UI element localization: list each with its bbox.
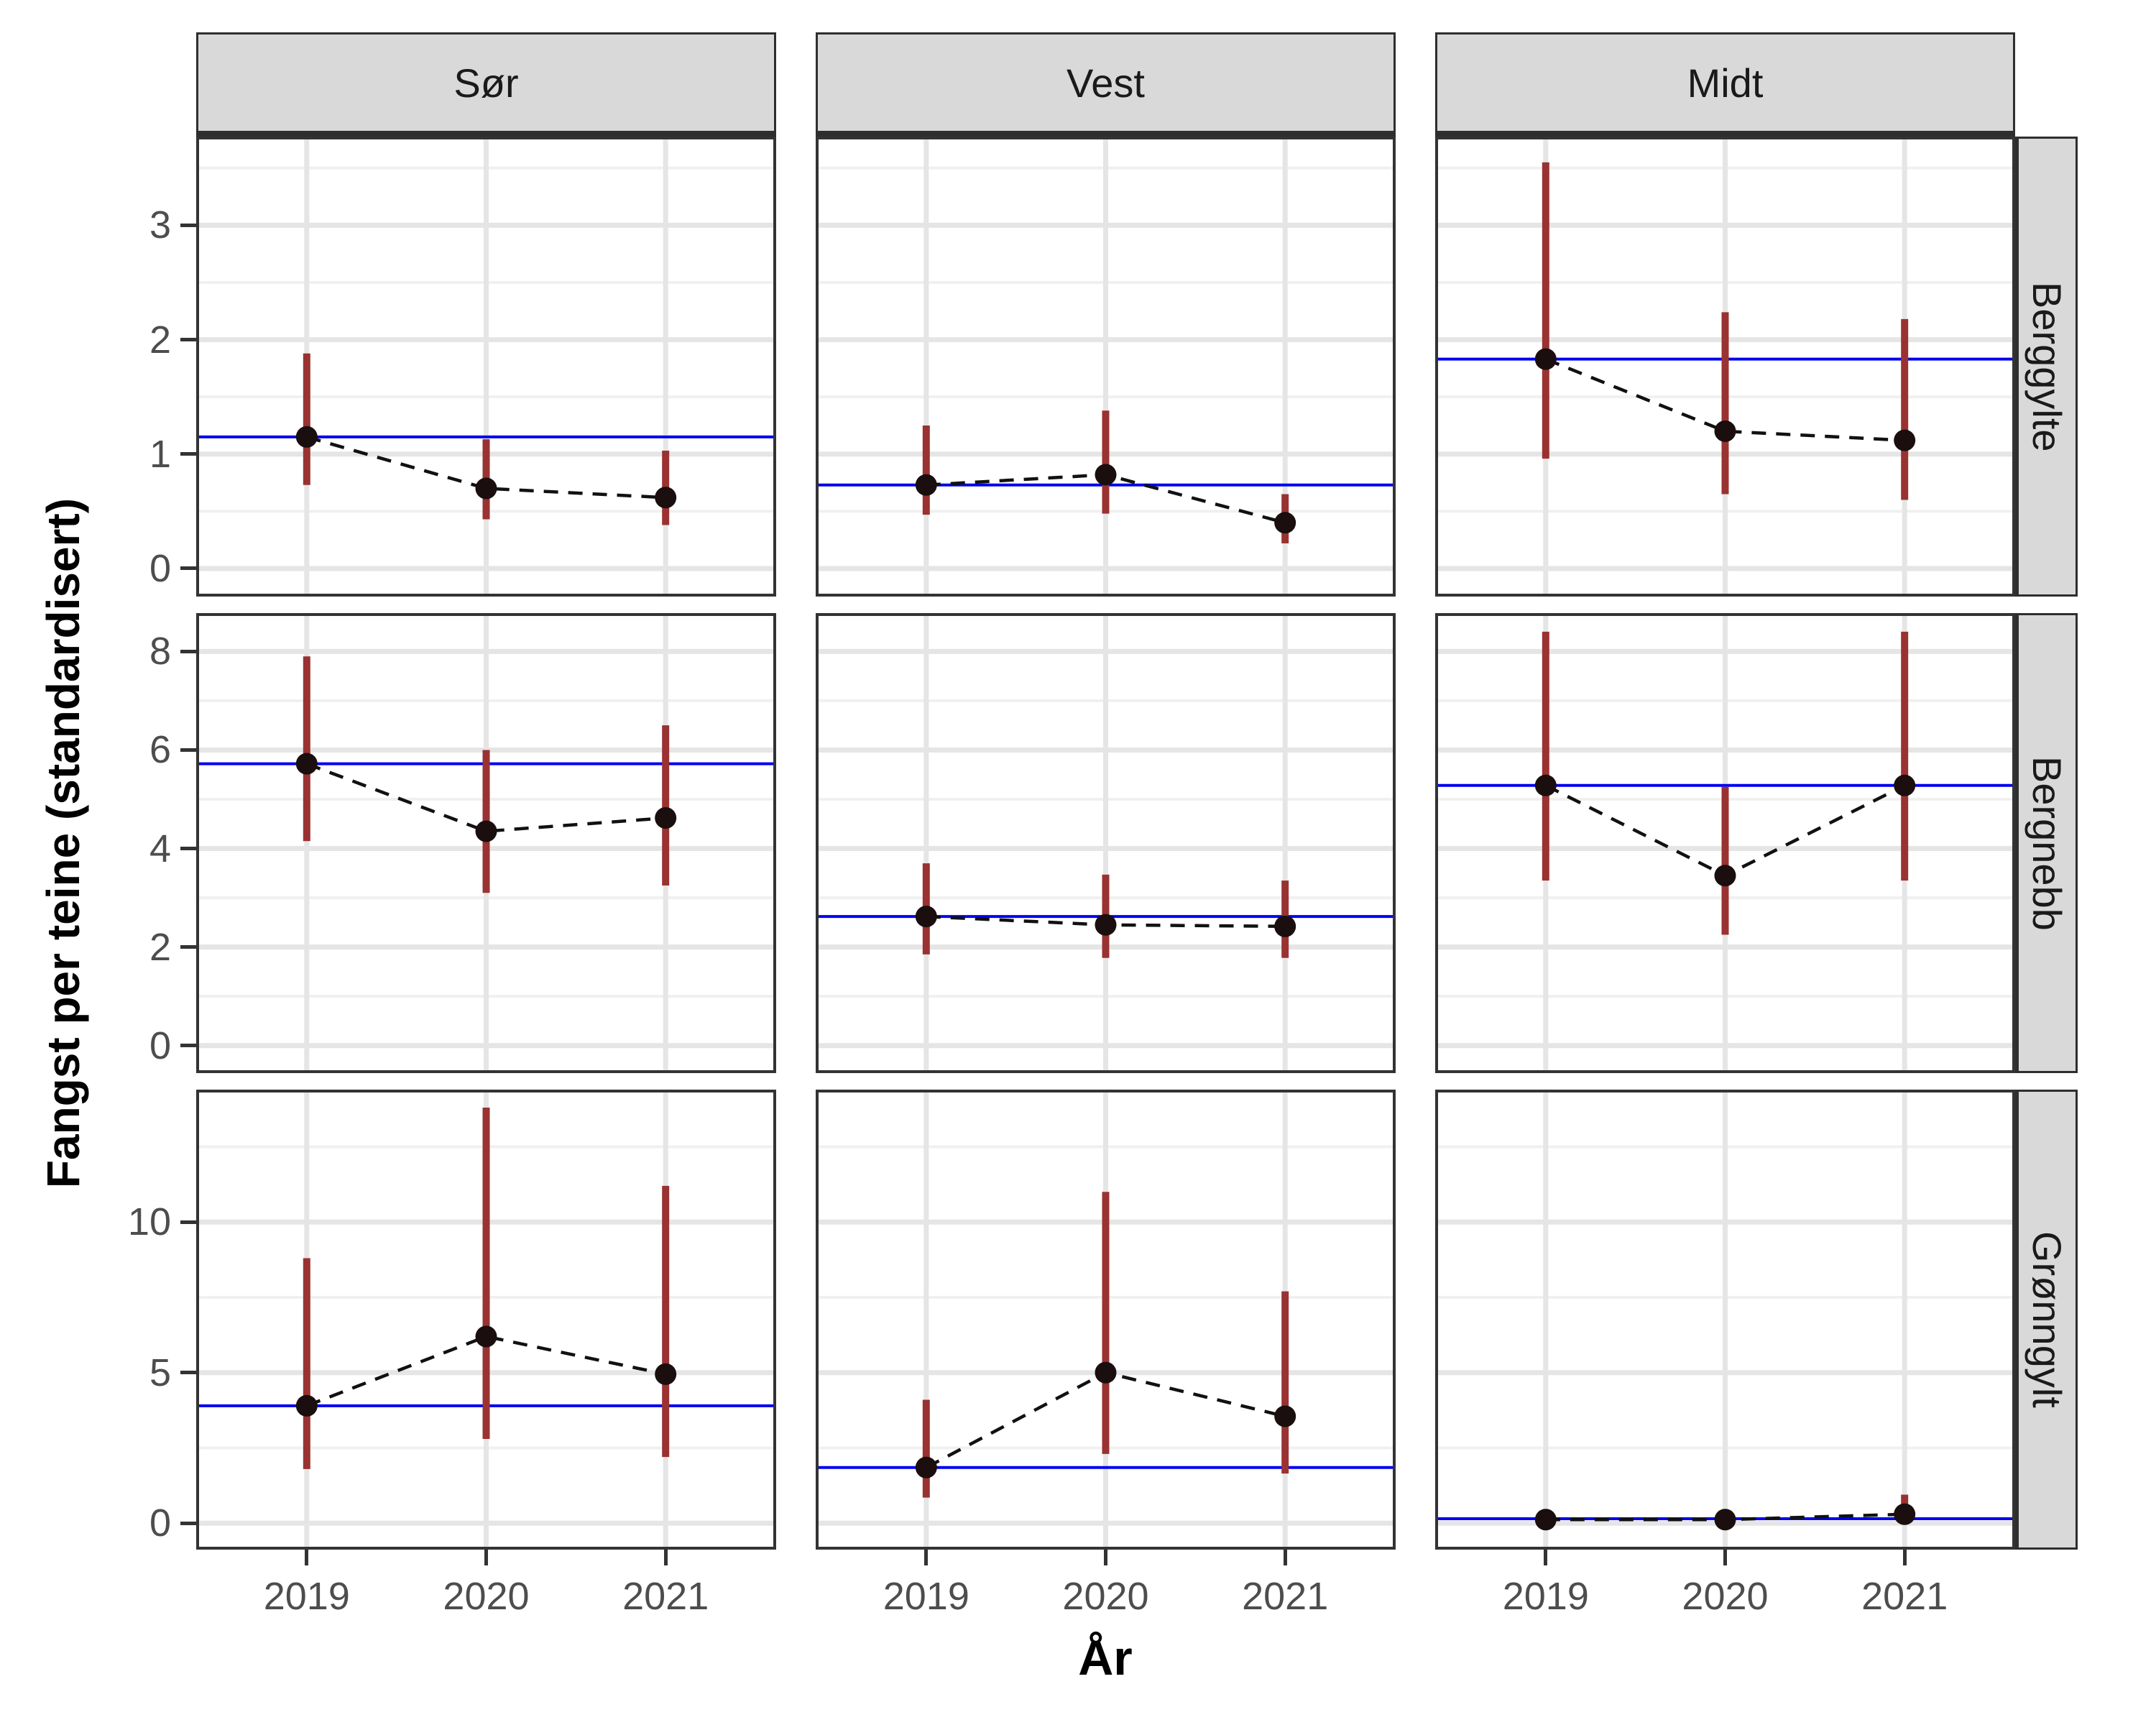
data-point — [1095, 914, 1117, 936]
data-point — [1534, 1509, 1557, 1531]
y-tick-label: 2 — [149, 925, 171, 969]
y-axis-tick — [180, 1220, 196, 1224]
x-tick-label: 2020 — [1682, 1575, 1769, 1618]
facet-col-strip-vest: Vest — [816, 32, 1396, 138]
y-axis-tick — [180, 223, 196, 227]
y-tick-label: 3 — [149, 203, 171, 247]
y-axis-tick — [180, 338, 196, 342]
x-axis-tick — [1104, 1550, 1107, 1565]
x-tick-label: 2019 — [1502, 1575, 1589, 1618]
panel-berggylte-vest — [816, 137, 1396, 597]
y-tick-label: 8 — [149, 630, 171, 673]
panel-gronngylt-midt — [1435, 1090, 2015, 1550]
data-point — [475, 477, 497, 500]
panel-plot-area — [1438, 1092, 2012, 1547]
y-axis-tick — [180, 1044, 196, 1048]
y-tick-label: 5 — [149, 1351, 171, 1394]
x-tick-label: 2019 — [263, 1575, 350, 1618]
y-axis-title: Fangst per teine (standardisert) — [37, 497, 89, 1189]
data-point — [1274, 1405, 1296, 1427]
panel-plot-area — [819, 139, 1393, 594]
y-axis-tick — [180, 649, 196, 653]
x-axis-tick — [1544, 1550, 1548, 1565]
data-point — [1714, 865, 1736, 887]
y-tick-label: 0 — [149, 1024, 171, 1067]
y-axis-tick — [180, 1371, 196, 1375]
panel-plot-area — [199, 616, 773, 1070]
data-point — [475, 820, 497, 842]
data-point — [1534, 774, 1557, 796]
panel-plot-area — [819, 1092, 1393, 1547]
x-tick-label: 2021 — [1861, 1575, 1948, 1618]
y-axis-tick — [180, 1521, 196, 1525]
x-axis-tick — [1723, 1550, 1727, 1565]
trend-line — [306, 435, 666, 500]
y-axis-tick — [180, 945, 196, 949]
data-point — [915, 1456, 937, 1478]
panel-berggylte-midt — [1435, 137, 2015, 597]
panel-gronngylt-vest — [816, 1090, 1396, 1550]
data-point — [915, 906, 937, 928]
data-point — [655, 1363, 677, 1385]
data-point — [475, 1325, 497, 1348]
x-axis-tick — [924, 1550, 929, 1565]
data-point — [1714, 1509, 1736, 1531]
y-axis-tick — [180, 847, 196, 851]
data-point — [295, 426, 318, 448]
x-axis-tick — [663, 1550, 668, 1565]
y-tick-label: 2 — [149, 318, 171, 362]
data-point — [1894, 429, 1916, 451]
panel-bergnebb-sor — [196, 613, 776, 1073]
x-axis-tick — [305, 1550, 309, 1565]
data-point — [295, 753, 318, 775]
data-point — [915, 474, 937, 496]
x-tick-label: 2019 — [883, 1575, 969, 1618]
data-point — [1095, 1361, 1117, 1384]
panel-berggylte-sor — [196, 137, 776, 597]
facet-col-strip-sor: Sør — [196, 32, 776, 138]
facet-row-strip-bergnebb: Bergnebb — [2013, 613, 2078, 1073]
x-tick-label: 2021 — [622, 1575, 709, 1618]
facet-row-strip-gronngylt: Grønngylt — [2013, 1090, 2078, 1550]
panel-plot-area — [1438, 616, 2012, 1070]
data-point — [655, 487, 677, 509]
x-axis-title: År — [1078, 1631, 1133, 1685]
data-point — [655, 807, 677, 829]
y-axis-tick — [180, 566, 196, 571]
panel-plot-area — [819, 616, 1393, 1070]
x-tick-label: 2021 — [1242, 1575, 1329, 1618]
x-tick-label: 2020 — [1062, 1575, 1149, 1618]
data-point — [1095, 464, 1117, 486]
panel-bergnebb-vest — [816, 613, 1396, 1073]
y-tick-label: 10 — [127, 1200, 171, 1244]
y-tick-label: 0 — [149, 1501, 171, 1545]
data-point — [1894, 1503, 1916, 1525]
y-tick-label: 6 — [149, 728, 171, 772]
y-axis-tick — [180, 748, 196, 752]
panel-plot-area — [199, 1092, 773, 1547]
y-tick-label: 4 — [149, 827, 171, 870]
panel-plot-area — [1438, 139, 2012, 594]
panel-plot-area — [199, 139, 773, 594]
facet-row-strip-berggylte: Berggylte — [2013, 137, 2078, 597]
y-tick-label: 0 — [149, 546, 171, 590]
data-point — [1714, 420, 1736, 442]
facet-col-strip-midt: Midt — [1435, 32, 2015, 138]
x-axis-tick — [1902, 1550, 1907, 1565]
data-point — [1894, 774, 1916, 796]
data-point — [295, 1394, 318, 1417]
y-axis-tick — [180, 452, 196, 456]
panel-gronngylt-sor — [196, 1090, 776, 1550]
data-point — [1534, 348, 1557, 370]
panel-bergnebb-midt — [1435, 613, 2015, 1073]
data-point — [1274, 915, 1296, 937]
x-axis-tick — [1283, 1550, 1287, 1565]
y-tick-label: 1 — [149, 432, 171, 476]
data-point — [1274, 512, 1296, 534]
x-axis-tick — [484, 1550, 488, 1565]
x-tick-label: 2020 — [443, 1575, 530, 1618]
